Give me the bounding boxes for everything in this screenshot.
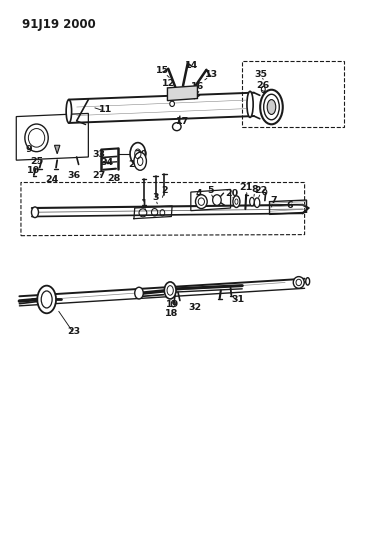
Text: 21: 21 bbox=[240, 183, 253, 192]
Text: 8: 8 bbox=[251, 185, 258, 194]
Text: 27: 27 bbox=[92, 171, 106, 180]
Ellipse shape bbox=[37, 286, 56, 313]
Text: 36: 36 bbox=[67, 171, 81, 180]
Text: 6: 6 bbox=[287, 201, 293, 210]
Ellipse shape bbox=[66, 100, 72, 123]
Text: 17: 17 bbox=[176, 117, 190, 126]
Ellipse shape bbox=[164, 282, 176, 299]
Text: 30: 30 bbox=[135, 150, 147, 159]
Ellipse shape bbox=[130, 143, 145, 165]
Text: 31: 31 bbox=[231, 295, 244, 304]
Ellipse shape bbox=[172, 123, 181, 131]
Ellipse shape bbox=[260, 90, 283, 124]
Ellipse shape bbox=[306, 278, 310, 285]
Text: 91J19 2000: 91J19 2000 bbox=[22, 18, 96, 31]
Text: 14: 14 bbox=[185, 61, 198, 70]
Text: 4: 4 bbox=[195, 189, 202, 198]
Text: 2: 2 bbox=[161, 186, 168, 195]
Text: 32: 32 bbox=[188, 303, 201, 312]
Ellipse shape bbox=[176, 90, 185, 98]
Text: 5: 5 bbox=[207, 186, 213, 195]
Ellipse shape bbox=[250, 197, 254, 206]
Text: 28: 28 bbox=[107, 174, 120, 183]
Text: 18: 18 bbox=[165, 309, 178, 318]
Ellipse shape bbox=[135, 287, 143, 299]
Ellipse shape bbox=[31, 207, 38, 217]
Text: 23: 23 bbox=[67, 327, 81, 336]
Text: 15: 15 bbox=[156, 67, 169, 75]
Ellipse shape bbox=[213, 195, 221, 205]
Text: 3: 3 bbox=[152, 193, 159, 202]
Text: 7: 7 bbox=[270, 196, 277, 205]
Text: 12: 12 bbox=[162, 78, 176, 87]
Ellipse shape bbox=[267, 100, 276, 115]
Text: 9: 9 bbox=[25, 145, 32, 154]
Ellipse shape bbox=[254, 198, 260, 207]
Text: 33: 33 bbox=[92, 150, 106, 159]
Text: 10: 10 bbox=[27, 166, 40, 175]
Polygon shape bbox=[54, 146, 60, 154]
Text: 25: 25 bbox=[30, 157, 43, 166]
Text: 24: 24 bbox=[45, 175, 59, 184]
Text: 19: 19 bbox=[166, 300, 179, 309]
Polygon shape bbox=[167, 86, 197, 101]
Text: 16: 16 bbox=[191, 82, 204, 91]
Text: 35: 35 bbox=[255, 70, 267, 78]
Text: 22: 22 bbox=[254, 186, 267, 195]
Ellipse shape bbox=[293, 277, 304, 288]
Ellipse shape bbox=[170, 101, 174, 107]
Text: 26: 26 bbox=[256, 81, 269, 90]
Text: 29: 29 bbox=[129, 160, 142, 169]
Ellipse shape bbox=[134, 152, 146, 170]
Text: 20: 20 bbox=[225, 189, 238, 198]
Ellipse shape bbox=[233, 196, 240, 207]
Text: 11: 11 bbox=[99, 104, 112, 114]
Text: 34: 34 bbox=[100, 158, 113, 167]
Ellipse shape bbox=[196, 195, 207, 208]
Ellipse shape bbox=[25, 124, 48, 152]
Ellipse shape bbox=[247, 91, 253, 117]
Text: 13: 13 bbox=[204, 70, 218, 78]
Text: 1: 1 bbox=[141, 199, 147, 208]
